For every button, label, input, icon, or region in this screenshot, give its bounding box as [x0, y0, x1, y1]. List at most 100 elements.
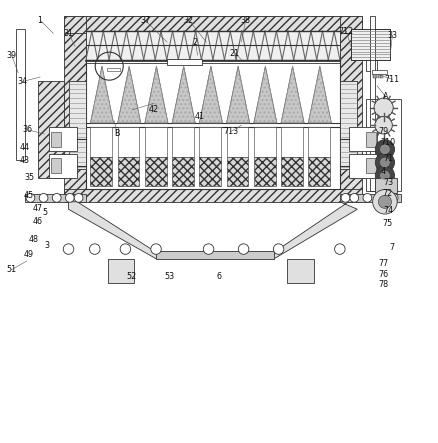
Bar — [365, 99, 400, 191]
Text: 74: 74 — [382, 206, 392, 215]
Text: 7: 7 — [389, 243, 394, 252]
Bar — [51, 158, 61, 173]
Circle shape — [52, 194, 61, 202]
Text: 43: 43 — [20, 156, 30, 165]
Text: 5: 5 — [42, 208, 47, 217]
Circle shape — [349, 194, 358, 202]
Circle shape — [374, 117, 392, 134]
Bar — [372, 71, 373, 78]
Polygon shape — [90, 66, 113, 123]
Bar — [25, 194, 86, 202]
Circle shape — [380, 171, 389, 180]
Polygon shape — [253, 66, 276, 123]
Circle shape — [203, 244, 213, 254]
Bar — [226, 157, 248, 187]
Bar — [155, 251, 274, 259]
Bar — [117, 128, 139, 157]
Circle shape — [374, 153, 394, 172]
Text: 711: 711 — [384, 75, 399, 84]
Circle shape — [375, 194, 384, 202]
Bar — [280, 128, 302, 157]
Bar — [86, 31, 339, 60]
Bar — [348, 154, 376, 178]
Text: 79: 79 — [378, 127, 388, 136]
Text: 52: 52 — [127, 272, 137, 281]
Text: 51: 51 — [7, 265, 17, 274]
Bar — [16, 29, 25, 160]
Text: 37: 37 — [140, 16, 150, 25]
Polygon shape — [117, 66, 141, 123]
Text: 1: 1 — [38, 16, 42, 25]
Circle shape — [39, 194, 48, 202]
Circle shape — [238, 244, 248, 254]
Bar — [374, 178, 396, 193]
Bar — [307, 128, 329, 157]
Circle shape — [26, 194, 35, 202]
Text: 39: 39 — [7, 51, 17, 60]
Circle shape — [378, 195, 391, 208]
Bar — [199, 128, 221, 157]
Text: 41: 41 — [194, 112, 205, 121]
Text: 78: 78 — [378, 280, 388, 289]
Circle shape — [372, 190, 396, 214]
Bar — [90, 157, 112, 187]
Circle shape — [63, 244, 74, 254]
Bar — [166, 59, 201, 65]
Text: 36: 36 — [22, 125, 32, 134]
Text: 77: 77 — [378, 259, 388, 268]
Bar — [339, 82, 357, 169]
Bar — [377, 71, 378, 78]
Bar — [64, 16, 361, 33]
Text: 6: 6 — [216, 272, 222, 281]
Text: 53: 53 — [164, 272, 174, 281]
Bar — [172, 157, 194, 187]
Bar — [350, 29, 389, 60]
Bar — [381, 71, 382, 78]
Text: 21: 21 — [229, 49, 239, 58]
Text: 71: 71 — [382, 154, 392, 163]
Text: B: B — [113, 129, 119, 139]
Text: 44: 44 — [20, 143, 30, 152]
Circle shape — [273, 244, 283, 254]
Text: 42: 42 — [148, 105, 159, 114]
Bar — [199, 157, 221, 187]
Bar — [371, 70, 386, 74]
Bar — [51, 132, 61, 147]
Text: A: A — [382, 92, 388, 101]
Bar — [226, 128, 248, 157]
Bar — [49, 128, 77, 152]
Circle shape — [340, 194, 349, 202]
Bar — [145, 128, 166, 157]
Circle shape — [389, 194, 397, 202]
Bar — [339, 16, 361, 202]
Polygon shape — [199, 66, 222, 123]
Circle shape — [362, 194, 371, 202]
Text: 4: 4 — [380, 167, 385, 176]
Circle shape — [150, 244, 161, 254]
Text: 32: 32 — [184, 16, 194, 25]
Text: 47: 47 — [33, 204, 43, 213]
Bar — [350, 29, 389, 60]
Bar — [253, 157, 275, 187]
Text: 48: 48 — [28, 234, 39, 244]
Bar — [369, 16, 374, 191]
Polygon shape — [280, 66, 304, 123]
Text: 72: 72 — [382, 189, 392, 198]
Polygon shape — [226, 66, 249, 123]
Bar — [307, 157, 329, 187]
Bar — [365, 158, 375, 173]
Bar — [108, 259, 134, 283]
Bar — [365, 60, 376, 70]
Circle shape — [374, 166, 394, 185]
Text: 2: 2 — [192, 38, 198, 47]
Circle shape — [374, 140, 394, 159]
Circle shape — [380, 145, 389, 154]
Text: 45: 45 — [24, 191, 34, 200]
Text: 710: 710 — [380, 138, 395, 147]
Bar — [38, 82, 64, 178]
Circle shape — [65, 194, 74, 202]
Circle shape — [89, 244, 100, 254]
Text: 31: 31 — [64, 29, 73, 38]
Polygon shape — [145, 66, 168, 123]
Bar — [280, 157, 302, 187]
